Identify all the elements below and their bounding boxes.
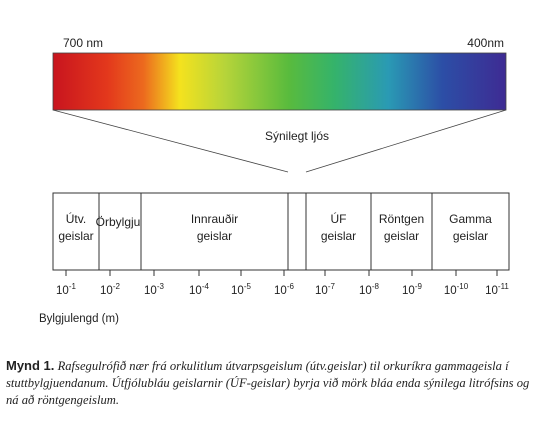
tick-label: 10-4 bbox=[189, 282, 209, 297]
tick-label: 10-9 bbox=[402, 282, 422, 297]
band-label: Örbylgjur bbox=[96, 215, 145, 229]
visible-spectrum-bar bbox=[52, 52, 507, 111]
visible-light-label: Sýnilegt ljós bbox=[265, 129, 329, 143]
band-cell bbox=[370, 192, 433, 271]
tick-label: 10-11 bbox=[485, 282, 509, 297]
tick-label: 10-10 bbox=[444, 282, 469, 297]
tick-label: 10-6 bbox=[274, 282, 294, 297]
band-label: geislar bbox=[384, 229, 419, 243]
spectrum-right-label: 400nm bbox=[467, 36, 504, 50]
band-cell bbox=[431, 192, 510, 271]
zoom-line-left bbox=[52, 109, 289, 173]
zoom-line-right bbox=[305, 109, 507, 173]
caption-label: Mynd 1. bbox=[6, 358, 55, 373]
band-label: Útv. bbox=[66, 211, 86, 226]
band-label: Innrauðir bbox=[191, 212, 238, 226]
axis-label: Bylgjulengd (m) bbox=[39, 313, 119, 325]
band-label: geislar bbox=[197, 229, 232, 243]
band-cell bbox=[52, 192, 100, 271]
tick-label: 10-7 bbox=[315, 282, 335, 297]
band-cell bbox=[98, 192, 142, 271]
caption-text: Rafsegulrófið nær frá orkulitlum útvarps… bbox=[6, 359, 530, 407]
band-cell bbox=[140, 192, 289, 271]
band-label: ÚF bbox=[331, 211, 347, 226]
tick-label: 10-2 bbox=[100, 282, 120, 297]
tick-label: 10-8 bbox=[359, 282, 379, 297]
band-label: geislar bbox=[58, 229, 93, 243]
wavelength-axis: 10-1 10-2 10-3 10-4 10-5 10-6 10-7 10-8 10-9 10-1… bbox=[56, 270, 509, 297]
band-label: geislar bbox=[321, 229, 356, 243]
band-label: Röntgen bbox=[379, 212, 424, 226]
band-label: geislar bbox=[453, 229, 488, 243]
figure-caption: Mynd 1. Rafsegulrófið nær frá orkulitlum… bbox=[6, 357, 536, 409]
tick-label: 10-3 bbox=[144, 282, 164, 297]
band-label: Gamma bbox=[449, 212, 492, 226]
band-cell bbox=[305, 192, 372, 271]
band-cell bbox=[287, 192, 307, 271]
tick-label: 10-5 bbox=[231, 282, 251, 297]
spectrum-left-label: 700 nm bbox=[63, 36, 103, 50]
tick-label: 10-1 bbox=[56, 282, 76, 297]
spectrum-diagram: 700 nm 400nm Sýnilegt ljós Útv.geislarÖr… bbox=[39, 36, 510, 325]
